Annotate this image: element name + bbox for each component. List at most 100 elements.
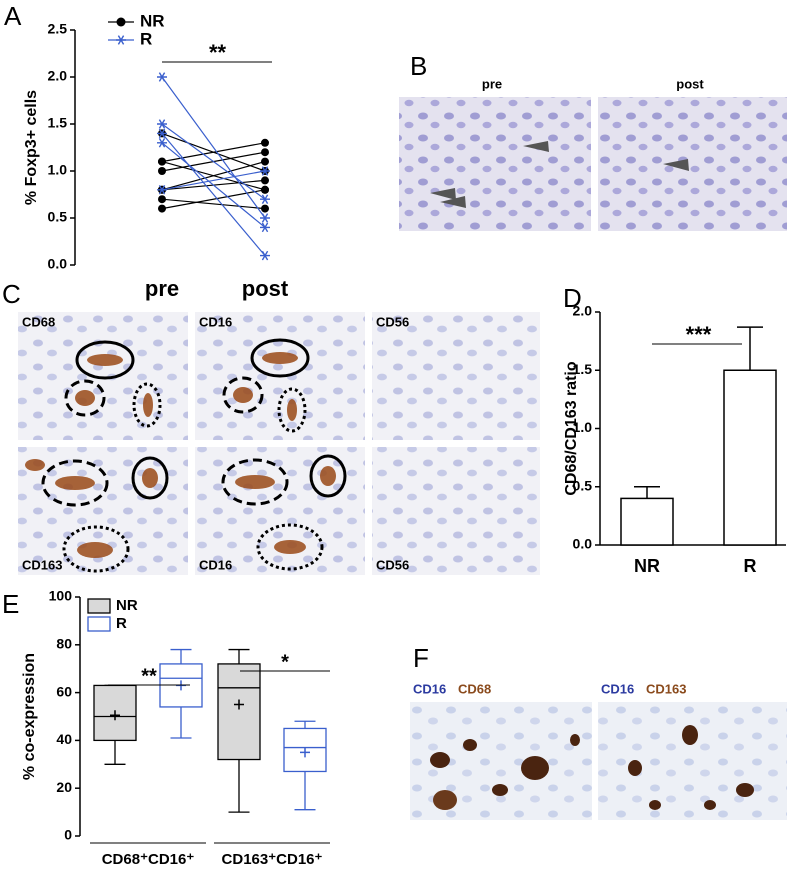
stain xyxy=(430,725,754,810)
y-tick-label: 0.0 xyxy=(573,536,593,552)
micrograph xyxy=(598,702,787,820)
x-tick-label: NR xyxy=(634,556,660,576)
micrograph xyxy=(372,312,540,440)
point xyxy=(157,128,167,139)
significance-label: * xyxy=(281,651,289,673)
micrograph xyxy=(399,97,591,231)
legend-swatch xyxy=(87,598,111,614)
point xyxy=(260,250,270,261)
panel-letter: A xyxy=(4,1,22,31)
image-label: CD16 xyxy=(601,681,634,696)
x-tick-label: R xyxy=(744,556,757,576)
point xyxy=(157,138,167,148)
point xyxy=(261,176,269,185)
y-tick-label: 40 xyxy=(56,731,72,747)
y-tick-label: 60 xyxy=(56,683,72,699)
image-label: CD16 xyxy=(413,681,446,696)
y-tick-label: 80 xyxy=(56,636,72,652)
significance-label: ** xyxy=(141,665,157,687)
subject-line xyxy=(161,142,266,228)
y-tick-label: 1.5 xyxy=(573,361,593,377)
micrograph xyxy=(18,312,188,440)
point xyxy=(158,204,166,213)
y-axis-label: CD68/CD163 ratio xyxy=(563,361,580,496)
subject-line xyxy=(161,170,266,191)
subject-line xyxy=(161,161,266,191)
image-label: CD56 xyxy=(376,557,409,572)
image-label: CD16 xyxy=(199,314,232,329)
subject-line xyxy=(161,189,266,210)
y-tick-label: 2.0 xyxy=(573,303,593,319)
point xyxy=(260,213,270,223)
y-tick-label: 20 xyxy=(56,779,72,795)
y-axis-label: % co-expression xyxy=(21,653,38,780)
bar xyxy=(723,369,777,546)
point xyxy=(158,167,166,175)
y-tick-label: 1.0 xyxy=(48,162,68,178)
point xyxy=(158,195,166,204)
point xyxy=(157,185,167,195)
point xyxy=(261,148,269,157)
image-label: pre xyxy=(482,76,502,91)
point xyxy=(157,119,167,129)
micrograph xyxy=(598,97,787,231)
legend-label: NR xyxy=(116,597,138,614)
y-tick-label: 2.0 xyxy=(48,68,68,84)
subject-line xyxy=(161,123,266,200)
point xyxy=(261,138,269,147)
point xyxy=(158,157,166,166)
legend-label: R xyxy=(116,615,127,632)
panel-letter: F xyxy=(413,643,429,673)
panel-letter: E xyxy=(2,589,19,619)
subject-line xyxy=(161,198,266,210)
image-label: post xyxy=(676,76,704,91)
legend-marker xyxy=(116,17,126,27)
subject-line xyxy=(161,142,266,163)
x-tick-label: post xyxy=(242,276,289,301)
subject-line xyxy=(161,133,266,256)
image-label: CD163 xyxy=(22,557,62,572)
x-tick-label: CD68⁺CD16⁺ xyxy=(102,851,195,868)
significance-label: ** xyxy=(209,40,227,65)
point xyxy=(261,157,269,166)
mean-marker xyxy=(300,747,310,758)
micrograph xyxy=(372,447,540,575)
bar xyxy=(620,497,674,546)
y-tick-label: 100 xyxy=(49,588,73,604)
mean-marker xyxy=(110,710,120,721)
micrograph xyxy=(195,447,365,575)
micrograph-grid xyxy=(18,312,540,575)
point xyxy=(260,194,270,204)
legend-marker xyxy=(116,35,126,45)
outline xyxy=(41,338,347,573)
y-axis-label: % Foxp3+ cells xyxy=(23,90,40,205)
image-label: CD56 xyxy=(376,314,409,329)
arrowhead xyxy=(430,141,689,208)
point xyxy=(260,166,270,176)
legend-swatch xyxy=(87,616,111,632)
legend-label: R xyxy=(140,29,152,48)
significance-label: *** xyxy=(686,322,712,347)
point xyxy=(260,222,270,233)
x-tick-label: pre xyxy=(145,276,179,301)
panel-letter: B xyxy=(410,51,427,81)
y-tick-label: 0.5 xyxy=(573,477,593,493)
legend-label: NR xyxy=(140,11,165,30)
stain xyxy=(25,352,336,558)
y-tick-label: 0.5 xyxy=(48,209,68,225)
image-label: CD16 xyxy=(199,557,232,572)
point xyxy=(261,204,269,213)
y-tick-label: 1.5 xyxy=(48,115,68,131)
box xyxy=(217,663,261,761)
subject-line xyxy=(161,76,266,219)
image-label: CD163 xyxy=(646,681,686,696)
y-tick-label: 0.0 xyxy=(48,256,68,272)
point xyxy=(261,185,269,194)
y-tick-label: 0 xyxy=(64,827,72,843)
image-label: CD68 xyxy=(22,314,55,329)
y-tick-label: 2.5 xyxy=(48,21,68,37)
x-tick-label: CD163⁺CD16⁺ xyxy=(222,851,323,868)
point xyxy=(157,72,167,82)
panel-letter: D xyxy=(563,283,582,313)
